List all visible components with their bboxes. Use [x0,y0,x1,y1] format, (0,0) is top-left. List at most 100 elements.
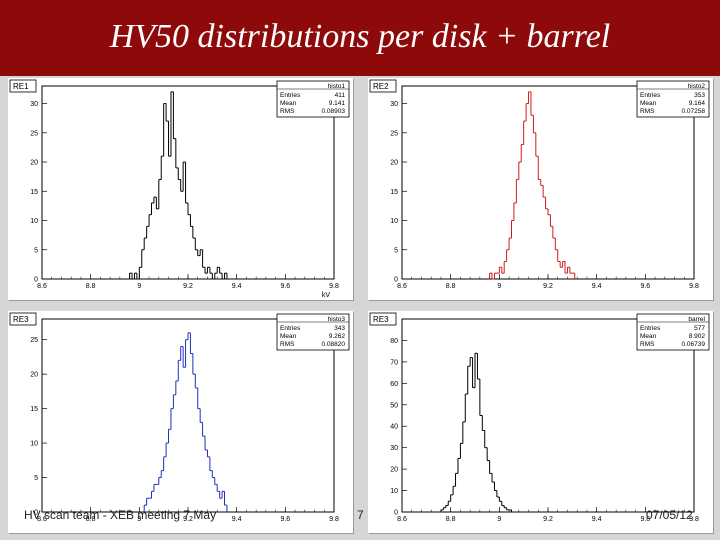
histogram-svg: RE3 histo3 Entries 343 Mean 9.262 RMS 0.08820 8.… [9,312,350,523]
x-tick-label: 9.6 [280,516,290,523]
stats-key: RMS [280,341,295,348]
y-tick-label: 0 [34,277,38,284]
stats-key: Mean [280,100,297,107]
stats-value: 9.164 [689,100,706,107]
stats-box [636,80,710,118]
stats-key: Entries [640,92,661,99]
y-tick-label: 25 [390,130,398,137]
stats-value: 353 [694,92,705,99]
panel-label-text: RE3 [13,315,29,324]
x-tick-label: 9.8 [329,283,339,290]
stats-value: 411 [335,92,346,99]
y-tick-label: 25 [30,337,38,344]
y-tick-label: 0 [394,277,398,284]
y-tick-label: 20 [30,160,38,167]
x-tick-label: 8.6 [37,283,47,290]
stats-name: histo3 [328,316,346,323]
stats-value: 0.08820 [322,341,346,348]
stats-key: Entries [280,92,301,99]
histogram-svg: RE2 histo2 Entries 353 Mean 9.164 RMS 0.07258 8.… [369,79,710,290]
x-tick-label: 9.4 [232,283,242,290]
panel-label: RE3 [9,312,37,326]
stats-value: 0.06739 [682,341,706,348]
panel-label-text: RE3 [373,315,389,324]
x-tick-label: 9.6 [640,516,650,523]
panel-label-box [369,79,397,93]
stats-value: 577 [694,325,705,332]
stats-key: RMS [640,108,655,115]
x-tick-label: 9.4 [592,516,602,523]
panel-label: RE3 [369,312,397,326]
y-tick-label: 20 [30,372,38,379]
x-tick-label: 8.8 [446,516,456,523]
x-tick-label: 9 [497,516,501,523]
x-tick-label: 9.2 [543,516,553,523]
x-tick-label: 9.2 [183,283,193,290]
x-tick-label: 9.6 [280,283,290,290]
x-tick-label: 8.6 [37,516,47,523]
stats-value: 9.141 [329,100,346,107]
panel-label-box [9,312,37,326]
footer-page-number: 7 [357,508,364,522]
y-tick-label: 15 [390,189,398,196]
y-tick-label: 10 [390,488,398,495]
y-tick-label: 30 [390,101,398,108]
x-tick-label: 8.8 [86,516,96,523]
x-tick-label: 9 [137,516,141,523]
y-tick-label: 15 [30,189,38,196]
y-tick-label: 20 [390,160,398,167]
y-tick-label: 10 [30,441,38,448]
stats-box [276,80,350,118]
footer-date: 07/05/12 [646,508,693,522]
y-tick-label: 0 [394,510,398,517]
stats-key: RMS [640,341,655,348]
stats-value: 0.08903 [322,108,346,115]
x-tick-label: 9.8 [689,283,699,290]
x-tick-label: 9.2 [543,283,553,290]
y-tick-label: 5 [34,247,38,254]
panel-label: RE2 [369,79,397,93]
stats-box [276,313,350,351]
x-tick-label: 8.8 [86,283,96,290]
stats-key: RMS [280,108,295,115]
panel-label: RE1 [9,79,37,93]
x-tick-label: 9 [497,283,501,290]
slide-title: HV50 distributions per disk + barrel [109,18,611,55]
title-bar [0,0,720,76]
x-tick-label: 8.6 [397,283,407,290]
y-tick-label: 50 [390,402,398,409]
stats-key: Mean [640,100,657,107]
y-tick-label: 30 [390,445,398,452]
x-tick-label: 8.8 [446,283,456,290]
stats-value: 0.07258 [682,108,706,115]
stats-value: 343 [334,325,345,332]
panel-label-text: RE2 [373,82,389,91]
stats-name: barrel [688,316,705,323]
y-tick-label: 40 [390,424,398,431]
y-tick-label: 0 [34,510,38,517]
histogram-svg: RE3 barrel Entries 577 Mean 8.902 RMS 0.06739 8.… [369,312,710,523]
stats-key: Mean [280,333,297,340]
panel-label-box [9,79,37,93]
stats-name: histo2 [688,83,706,90]
stats-value: 9.262 [329,333,346,340]
y-tick-label: 30 [30,101,38,108]
y-tick-label: 15 [30,406,38,413]
y-tick-label: 10 [390,218,398,225]
histogram-panel-4: RE3 barrel Entries 577 Mean 8.902 RMS 0.06739 8.… [368,311,713,533]
panel-label-box [369,312,397,326]
y-tick-label: 70 [390,359,398,366]
x-tick-label: 9 [137,283,141,290]
histogram-panel-3: RE3 histo3 Entries 343 Mean 9.262 RMS 0.08820 8.… [8,311,353,533]
histogram-panel-1: RE1 histo1 Entries 411 Mean 9.141 RMS 0.08903 8.… [8,78,353,300]
histogram-panel-2: RE2 histo2 Entries 353 Mean 9.164 RMS 0.07258 8.… [368,78,713,300]
histogram-series [440,352,512,512]
x-tick-label: 9.4 [232,516,242,523]
stats-box [636,313,710,351]
y-tick-label: 20 [390,467,398,474]
y-tick-label: 25 [30,130,38,137]
histogram-series [489,91,576,280]
y-tick-label: 5 [394,247,398,254]
y-tick-label: 10 [30,218,38,225]
x-tick-label: 9.6 [640,283,650,290]
